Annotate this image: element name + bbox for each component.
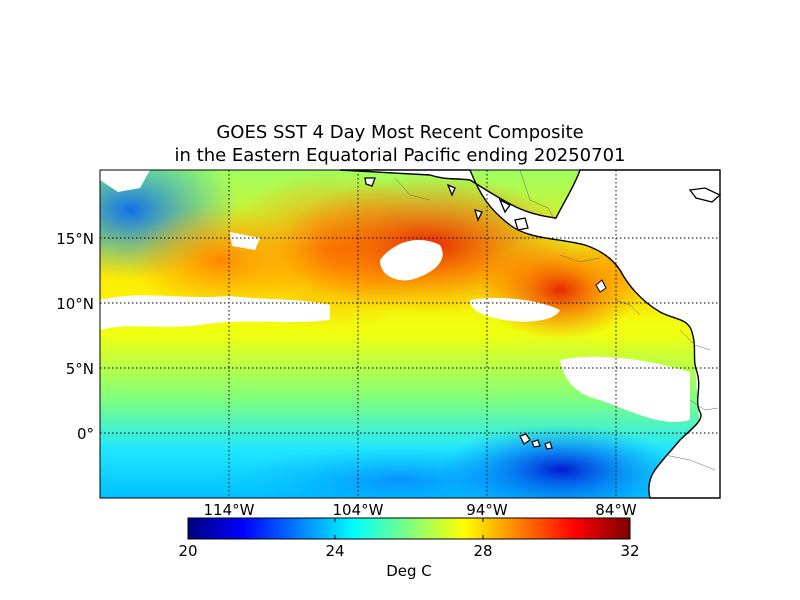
lon-label-84w: 84°W: [595, 501, 637, 519]
lon-label-104w: 104°W: [333, 501, 384, 519]
graticule: [100, 170, 720, 498]
colorbar-tick-32: 32: [620, 542, 639, 560]
lat-label-0: 0°: [77, 425, 94, 443]
colorbar-ticks: [334, 518, 484, 539]
lon-label-94w: 94°W: [466, 501, 508, 519]
map-frame: [99, 169, 721, 499]
map-title-line-1: GOES SST 4 Day Most Recent Composite: [216, 122, 584, 143]
galapagos-islands: [519, 433, 553, 450]
lon-label-114w: 114°W: [204, 501, 255, 519]
central-america-landmass: [339, 169, 721, 499]
colorbar-tick-20: 20: [178, 542, 197, 560]
colorbar-tick-28: 28: [473, 542, 492, 560]
lat-label-5n: 5°N: [66, 360, 94, 378]
country-borders: [394, 169, 719, 471]
colorbar-tick-24: 24: [325, 542, 344, 560]
lat-label-15n: 15°N: [56, 230, 94, 248]
colorbar: [187, 517, 631, 540]
map-title-line-2: in the Eastern Equatorial Pacific ending…: [174, 145, 626, 166]
land: [339, 169, 722, 499]
islands: [364, 177, 722, 231]
colorbar-unit-label: Deg C: [386, 562, 432, 580]
lake: [595, 279, 607, 293]
lat-label-10n: 10°N: [56, 295, 94, 313]
